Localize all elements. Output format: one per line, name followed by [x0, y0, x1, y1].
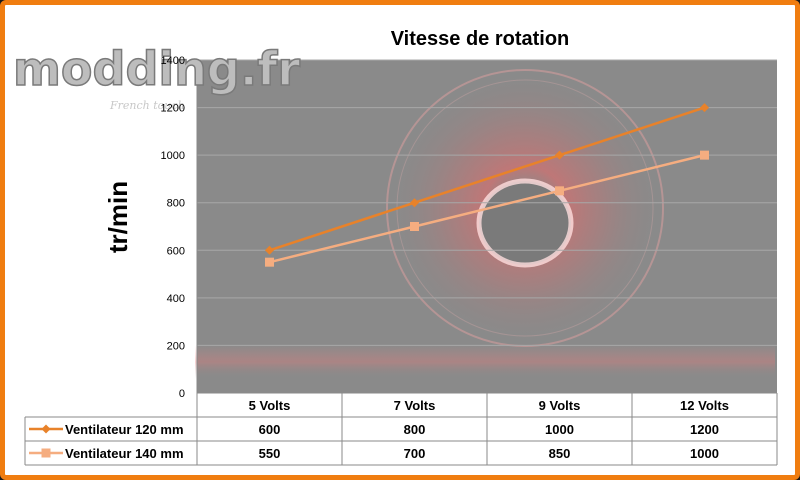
data-point	[700, 150, 709, 160]
data-label: 1200	[690, 422, 719, 437]
data-point	[555, 150, 564, 160]
y-tick-label: 1000	[161, 150, 185, 162]
logo-tagline: French touch	[109, 99, 185, 112]
series-line	[269, 106, 705, 252]
series-layer	[265, 103, 709, 267]
series-2	[265, 150, 709, 267]
data-label: 800	[404, 422, 426, 437]
data-label: 700	[404, 446, 426, 461]
y-tick-label: 800	[167, 198, 185, 210]
data-point	[410, 198, 419, 208]
legend-label: Ventilateur 120 mm	[65, 422, 184, 437]
data-label: 850	[549, 446, 571, 461]
chart: modding.fr French touch Vitesse de rotat…	[12, 28, 778, 466]
data-label: 550	[259, 446, 281, 461]
chart-title: Vitesse de rotation	[391, 28, 570, 50]
y-tick-label: 200	[167, 340, 185, 352]
data-point	[410, 222, 419, 231]
y-tick-label: 600	[167, 245, 185, 257]
x-tick-label: 7 Volts	[394, 398, 436, 413]
legend-entry: Ventilateur 120 mm	[29, 422, 184, 437]
data-point	[555, 186, 564, 196]
data-point	[265, 245, 274, 255]
x-tick-label: 9 Volts	[539, 398, 581, 413]
y-tick-label: 400	[167, 293, 185, 305]
fan-background-image	[195, 68, 775, 379]
series-line	[269, 153, 705, 264]
series-1	[265, 103, 709, 255]
legend-entry: Ventilateur 140 mm	[29, 446, 184, 461]
legend-marker	[41, 424, 51, 434]
y-tick-label: 1200	[161, 103, 185, 115]
data-table: 5 Volts 7 Volts 9 Volts 12 Volts Ventilateur…	[24, 392, 778, 466]
y-tick-label: 0	[179, 388, 185, 400]
y-tick-label: 1400	[161, 55, 185, 67]
logo-text: modding.fr	[13, 42, 300, 96]
x-tick-label: 12 Volts	[680, 398, 729, 413]
y-axis-ticks: 0 200 400 600 800 1000 1200 1400	[161, 55, 185, 400]
plot-area	[195, 59, 777, 394]
legend-marker	[41, 448, 51, 458]
data-point	[265, 257, 274, 267]
data-label: 1000	[545, 422, 574, 437]
x-tick-label: 5 Volts	[249, 398, 291, 413]
legend-label: Ventilateur 140 mm	[65, 446, 184, 461]
logo: modding.fr French touch	[12, 41, 301, 112]
data-label: 1000	[690, 446, 719, 461]
data-label: 600	[259, 422, 281, 437]
data-point	[700, 103, 709, 113]
y-axis-label: tr/min	[103, 181, 133, 253]
